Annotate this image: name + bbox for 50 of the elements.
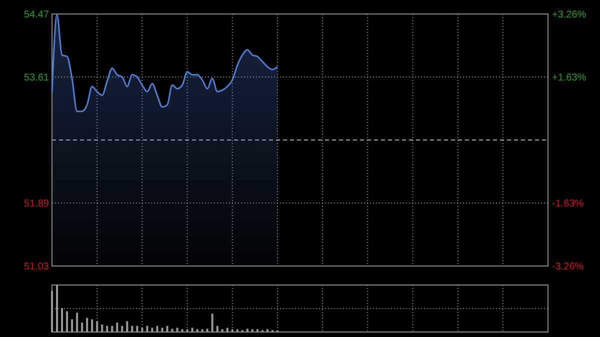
bar	[226, 328, 228, 332]
bar	[171, 328, 174, 332]
bar	[91, 319, 94, 332]
bar	[256, 329, 258, 332]
y-tick-label: 51.03	[24, 262, 50, 272]
bar	[246, 328, 248, 332]
bar	[141, 328, 144, 332]
bar	[66, 311, 68, 332]
bar	[131, 326, 134, 332]
y-tick-label: 53.61	[24, 72, 50, 84]
bar	[151, 328, 154, 332]
y2-tick-label: -3.26%	[552, 262, 584, 272]
bar	[196, 329, 198, 332]
bar	[186, 329, 188, 332]
bar	[76, 312, 78, 332]
bar	[266, 329, 268, 332]
bar	[216, 326, 218, 332]
y-tick-label: 54.47	[24, 10, 50, 20]
bar	[121, 326, 124, 332]
bar	[251, 329, 254, 332]
bar	[201, 329, 204, 332]
bar	[221, 329, 224, 332]
y-tick-label: 51.89	[24, 198, 50, 210]
bar	[71, 319, 74, 332]
bar	[96, 321, 98, 332]
bar	[181, 329, 184, 332]
bar	[126, 321, 128, 332]
y2-tick-label: +1.63%	[552, 72, 586, 84]
bar	[51, 291, 53, 332]
bar	[211, 314, 214, 332]
bar	[191, 328, 194, 332]
bar	[86, 318, 88, 332]
y2-tick-label: +3.26%	[552, 10, 586, 20]
y2-tick-label: -1.63%	[552, 198, 584, 210]
bar	[236, 329, 238, 332]
bar	[136, 326, 138, 332]
bar	[61, 308, 64, 332]
bar	[56, 285, 58, 332]
bar	[161, 328, 164, 332]
bar	[106, 326, 108, 332]
bar	[156, 326, 158, 332]
bar	[81, 322, 84, 332]
bar	[101, 324, 104, 332]
bar	[176, 328, 178, 332]
bar	[116, 322, 118, 332]
bar	[111, 326, 114, 332]
bar	[146, 326, 148, 332]
bar	[206, 328, 208, 332]
bar	[231, 329, 234, 332]
bar	[166, 326, 168, 332]
